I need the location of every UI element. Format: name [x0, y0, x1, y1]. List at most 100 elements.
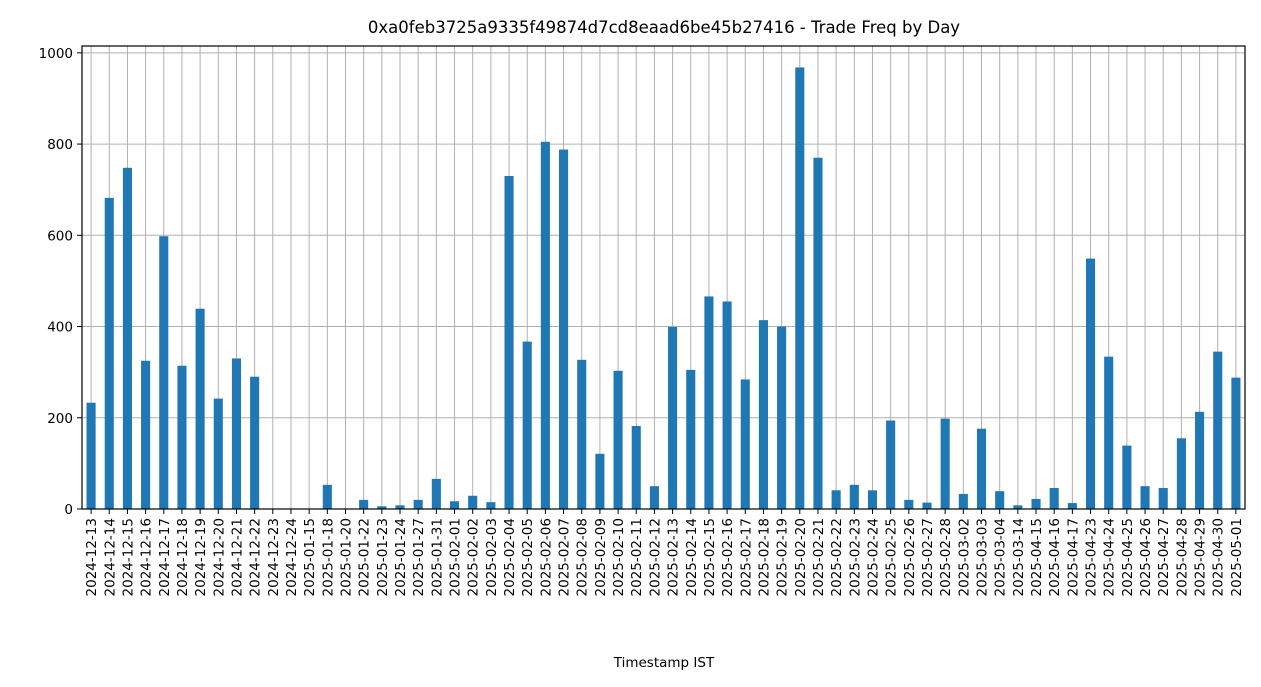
y-tick-label: 1000	[39, 46, 73, 62]
x-tick-label: 2025-02-26	[902, 518, 918, 596]
bar	[359, 499, 369, 509]
x-tick-label: 2024-12-17	[157, 518, 173, 596]
bar	[940, 418, 950, 509]
bar	[1176, 438, 1186, 509]
bar	[1140, 486, 1150, 509]
bar	[413, 499, 423, 509]
bar	[122, 167, 132, 510]
bar	[831, 490, 841, 509]
x-tick-label: 2025-01-24	[393, 518, 409, 596]
x-tick-label: 2025-01-22	[357, 518, 373, 596]
bar-layer	[86, 67, 1241, 510]
x-tick-label: 2024-12-16	[139, 518, 155, 596]
x-tick-label: 2025-02-10	[611, 518, 627, 596]
bar	[922, 502, 932, 509]
chart-title: 0xa0feb3725a9335f49874d7cd8eaad6be45b274…	[368, 18, 960, 37]
x-tick-label: 2025-02-12	[647, 518, 663, 596]
x-tick-label: 2025-05-01	[1229, 518, 1245, 596]
x-tick-label: 2025-03-02	[956, 518, 972, 596]
x-tick-label: 2025-02-01	[448, 518, 464, 596]
bar	[86, 402, 96, 509]
x-tick-label: 2024-12-22	[248, 518, 264, 596]
x-tick-label: 2024-12-23	[266, 518, 282, 596]
x-tick-label: 2025-02-14	[684, 518, 700, 596]
x-tick-label: 2025-02-02	[466, 518, 482, 596]
x-tick-label: 2025-04-28	[1174, 518, 1190, 596]
bar	[1195, 411, 1205, 509]
x-tick-label: 2024-12-21	[229, 518, 245, 596]
x-tick-label: 2025-04-24	[1102, 518, 1118, 596]
x-tick-label: 2025-02-03	[484, 518, 500, 596]
x-tick-label: 2024-12-24	[284, 518, 300, 596]
bar	[431, 478, 441, 509]
bar	[976, 428, 987, 509]
x-tick-label: 2025-02-13	[666, 518, 682, 596]
x-tick-label: 2025-02-08	[575, 518, 591, 596]
bar	[322, 484, 332, 509]
bar	[1158, 488, 1168, 509]
bar	[231, 358, 242, 509]
x-tick-label: 2025-02-16	[720, 518, 736, 596]
bar	[522, 341, 532, 509]
bar	[395, 505, 405, 509]
bar	[867, 490, 878, 509]
x-tick-label: 2025-02-18	[756, 518, 772, 596]
y-tick-label: 400	[47, 320, 73, 336]
y-tick-label: 0	[64, 502, 73, 518]
x-tick-label: 2025-02-27	[920, 518, 936, 596]
bar	[995, 491, 1005, 509]
x-tick-label: 2025-02-22	[829, 518, 845, 596]
x-tick-label: 2025-03-14	[1011, 518, 1027, 596]
x-tick-label: 2025-04-17	[1065, 518, 1081, 596]
bar	[104, 197, 114, 509]
x-tick-label: 2025-02-04	[502, 518, 518, 596]
x-tick-label: 2025-04-29	[1193, 518, 1209, 596]
x-tick-label: 2024-12-13	[84, 518, 100, 596]
bar	[250, 376, 260, 509]
x-tick-label: 2025-04-27	[1156, 518, 1172, 596]
x-tick-label: 2025-01-27	[411, 518, 427, 596]
bar	[777, 326, 787, 509]
bar	[1213, 351, 1223, 509]
bar	[504, 176, 514, 509]
bar	[813, 157, 823, 510]
x-axis-label: Timestamp IST	[613, 655, 715, 671]
x-tick-label: 2025-02-28	[938, 518, 954, 596]
bar	[613, 370, 623, 509]
bar	[195, 308, 205, 509]
bar	[1013, 505, 1023, 509]
bar	[795, 67, 805, 510]
x-tick-label: 2025-02-07	[557, 518, 573, 596]
bar	[686, 369, 696, 509]
bar	[631, 425, 641, 509]
bar	[1067, 503, 1077, 509]
x-tick-label: 2025-03-04	[993, 518, 1009, 596]
bar	[1231, 377, 1241, 509]
x-tick-label: 2025-04-23	[1084, 518, 1100, 596]
y-tick-label: 600	[47, 228, 73, 244]
x-tick-label: 2025-02-19	[775, 518, 791, 596]
y-tick-label: 200	[47, 411, 73, 427]
bar	[668, 326, 678, 509]
x-tick-label: 2025-01-23	[375, 518, 391, 596]
bar	[468, 495, 478, 509]
bar	[722, 301, 732, 509]
x-tick-label: 2024-12-14	[102, 518, 118, 596]
bar	[704, 296, 714, 509]
x-tick-label: 2025-01-18	[320, 518, 336, 596]
bar	[159, 236, 169, 510]
x-tick-label: 2025-02-25	[884, 518, 900, 596]
bar	[649, 486, 659, 509]
x-tick-label: 2025-02-24	[865, 518, 881, 596]
x-tick-label: 2025-04-25	[1120, 518, 1136, 596]
x-tick-label: 2024-12-19	[193, 518, 209, 596]
x-tick-label: 2024-12-15	[120, 518, 136, 596]
x-tick-label: 2025-04-15	[1029, 518, 1045, 596]
bar	[377, 506, 387, 509]
x-tick-label: 2025-02-15	[702, 518, 718, 596]
bar	[740, 379, 750, 509]
x-tick-label: 2025-04-16	[1047, 518, 1063, 596]
bar	[213, 398, 223, 509]
bar	[1104, 356, 1114, 509]
